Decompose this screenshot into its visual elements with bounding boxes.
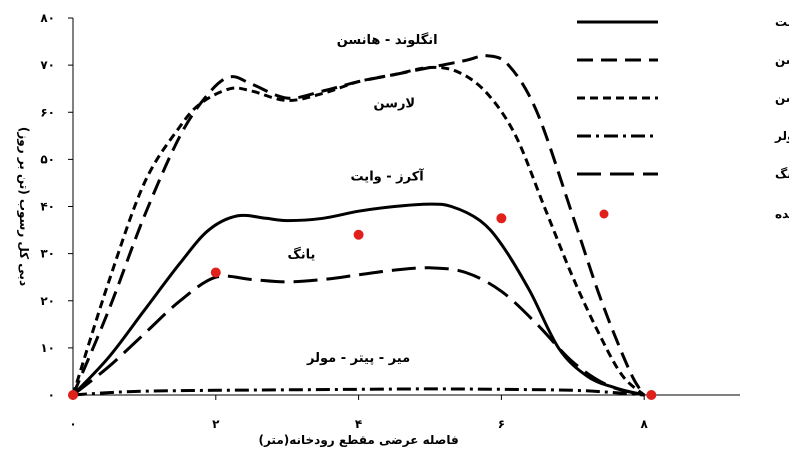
- legend-label: داده های اندازه گیری شده: [775, 207, 789, 221]
- series-line-1: [71, 202, 645, 397]
- legend-label: انگلوند - هانسن: [775, 53, 789, 68]
- curve-annotation: یانگ: [287, 246, 315, 262]
- y-tick-label: ۴۰: [40, 200, 55, 214]
- x-tick-label: ۰: [69, 417, 76, 431]
- y-tick-label: ۶۰: [40, 105, 55, 119]
- y-tick-label: ۰: [48, 388, 55, 402]
- x-tick-label: ۶: [498, 417, 505, 431]
- x-axis-title: فاصله عرضی مقطع رودخانه(متر): [258, 433, 458, 448]
- curve-annotation: انگلوند - هانسن: [337, 32, 438, 48]
- x-ticks: ۰ ۲ ۴ ۶ ۸: [69, 395, 649, 431]
- measured-point: [210, 267, 221, 278]
- y-tick-label: ۲۰: [40, 294, 55, 308]
- x-tick-label: ۲: [212, 417, 220, 431]
- series-layer: [71, 54, 646, 397]
- curve-annotation: آکرز - وایت: [351, 168, 425, 185]
- curve-annotations: انگلوند - هانسن لارسن آکرز - وایت یانگ میر -…: [287, 32, 437, 366]
- measured-points: [68, 213, 657, 400]
- y-axis-title: دبی کل رسوب (تن بر روز): [16, 127, 31, 286]
- legend-label: یانگ: [775, 167, 789, 181]
- y-tick-label: ۵۰: [40, 152, 55, 166]
- curve-annotation: میر - پیتر - مولر: [306, 351, 410, 366]
- legend-marker: [599, 209, 609, 219]
- y-tick-label: ۱۰: [40, 341, 55, 355]
- y-tick-label: ۸۰: [40, 11, 55, 25]
- legend: آکرز - وایت انگلوند - هانسن لارسن میر - پیت…: [577, 14, 789, 221]
- x-tick-label: ۸: [641, 417, 649, 431]
- x-tick-label: ۴: [355, 417, 362, 431]
- series-line-5: [72, 266, 645, 397]
- curve-annotation: لارسن: [373, 97, 415, 112]
- y-ticks: ۰ ۱۰ ۲۰ ۳۰ ۴۰ ۵۰ ۶۰ ۷۰ ۸۰: [40, 11, 73, 402]
- y-tick-label: ۷۰: [40, 58, 55, 72]
- series-line-4: [72, 387, 645, 397]
- measured-point: [68, 390, 78, 400]
- measured-point: [496, 213, 507, 224]
- series-line-2: [71, 54, 646, 396]
- legend-label: آکرز - وایت: [775, 14, 789, 30]
- measured-point: [646, 390, 657, 400]
- legend-label: میر - پیتر - مولر: [774, 129, 789, 144]
- y-tick-label: ۳۰: [40, 247, 55, 261]
- series-line-3: [71, 65, 646, 397]
- legend-label: لارسن: [775, 91, 789, 105]
- measured-point: [353, 229, 364, 240]
